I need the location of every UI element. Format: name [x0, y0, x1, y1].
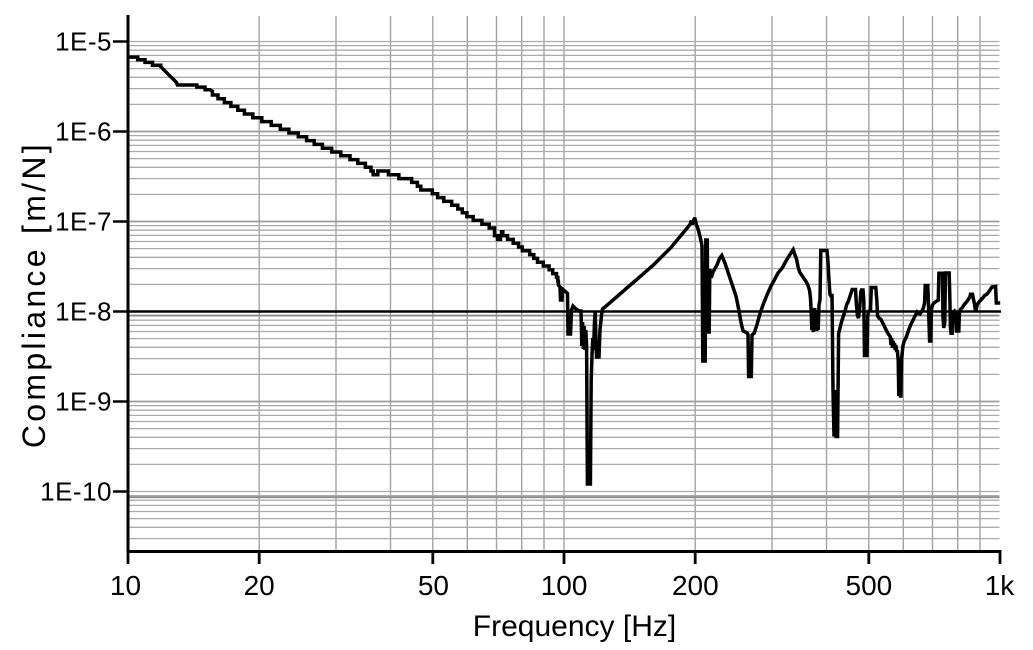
- svg-text:1k: 1k: [985, 570, 1016, 601]
- svg-text:1E-10: 1E-10: [40, 477, 112, 507]
- svg-text:1E-9: 1E-9: [55, 387, 112, 417]
- svg-text:100: 100: [541, 570, 588, 601]
- svg-text:1E-6: 1E-6: [55, 117, 112, 147]
- svg-text:20: 20: [244, 570, 275, 601]
- svg-text:500: 500: [846, 570, 893, 601]
- svg-text:50: 50: [418, 570, 449, 601]
- svg-text:200: 200: [672, 570, 719, 601]
- svg-text:Compliance [m/N]: Compliance [m/N]: [16, 141, 52, 448]
- svg-text:1E-8: 1E-8: [55, 297, 112, 327]
- svg-text:1E-7: 1E-7: [55, 207, 112, 237]
- svg-text:10: 10: [110, 570, 141, 601]
- svg-text:1E-5: 1E-5: [55, 27, 112, 57]
- svg-text:Frequency [Hz]: Frequency [Hz]: [473, 610, 676, 643]
